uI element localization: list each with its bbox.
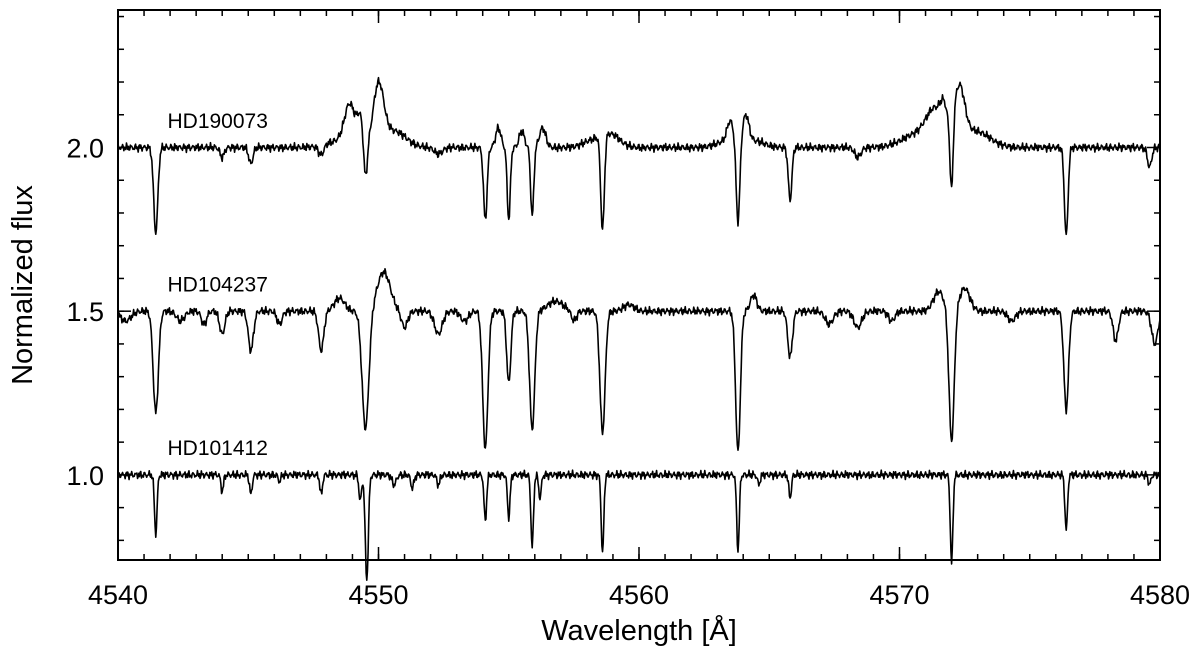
x-tick-label: 4540 bbox=[88, 580, 148, 610]
labels-layer: 4540 4550 4560 4570 4580 1.0 1.5 2.0 HD190073 HD1… bbox=[66, 110, 1190, 610]
series-label: HD101412 bbox=[167, 437, 267, 460]
x-tick-label: 4550 bbox=[348, 580, 408, 610]
series-label: HD104237 bbox=[167, 274, 267, 297]
x-tick-label: 4560 bbox=[609, 580, 669, 610]
series-label: HD190073 bbox=[167, 110, 267, 133]
spectrum-line bbox=[117, 76, 1161, 236]
x-tick-label: 4580 bbox=[1130, 580, 1190, 610]
y-axis-label: Normalized flux bbox=[7, 185, 39, 385]
plot-frame bbox=[117, 9, 1161, 561]
y-tick-label: 2.0 bbox=[66, 134, 104, 164]
spectrum-line bbox=[117, 469, 1161, 582]
spectrum-line bbox=[117, 267, 1161, 451]
x-tick-label: 4570 bbox=[869, 580, 929, 610]
x-axis-label: Wavelength [Å] bbox=[541, 614, 737, 647]
y-tick-label: 1.0 bbox=[66, 461, 104, 491]
spectra-layer bbox=[117, 76, 1161, 582]
y-tick-label: 1.5 bbox=[66, 297, 104, 327]
